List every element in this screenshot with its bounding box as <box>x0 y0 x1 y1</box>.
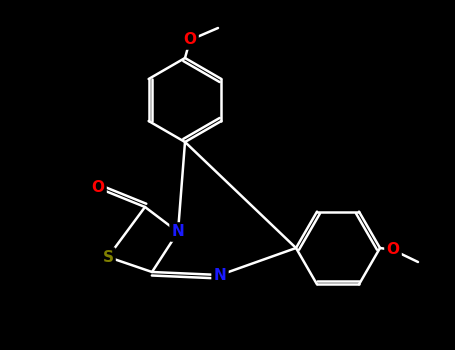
Text: O: O <box>183 33 197 48</box>
Text: N: N <box>214 267 227 282</box>
Text: N: N <box>172 224 184 239</box>
Text: O: O <box>91 181 105 196</box>
Text: S: S <box>102 250 113 265</box>
Text: O: O <box>386 243 399 258</box>
